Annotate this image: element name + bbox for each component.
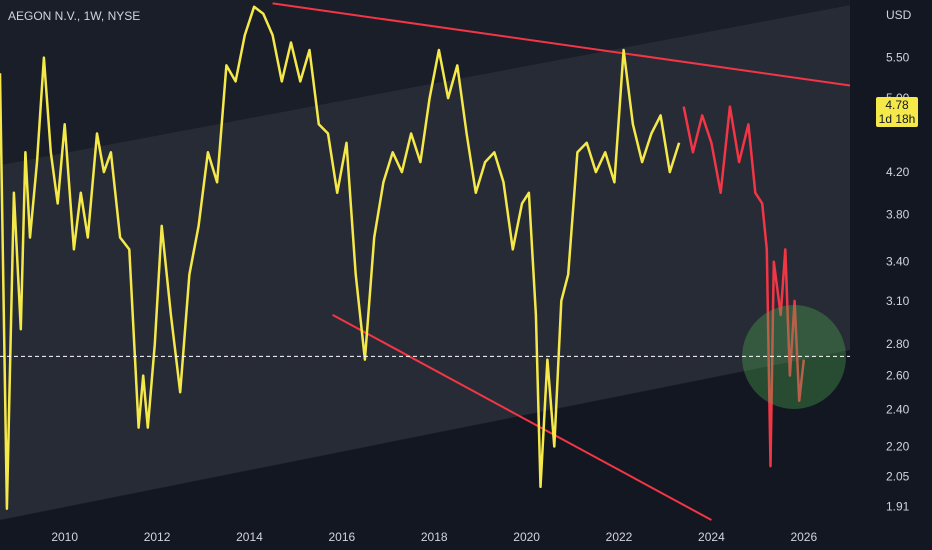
support-trendline[interactable] [332,313,712,521]
y-tick-label: 2.20 [886,439,910,453]
last-price-badge: 4.78 1d 18h [876,97,918,127]
x-tick-label: 2012 [144,530,171,544]
x-tick-label: 2024 [698,530,725,544]
bar-countdown: 1d 18h [878,112,916,126]
y-tick-label: 3.40 [886,255,910,269]
y-tick-label: 2.40 [886,403,910,417]
y-tick-label: 2.80 [886,337,910,351]
price-line-series[interactable] [0,5,681,510]
x-axis: 2010 2012 2014 2016 2018 2020 2022 2024 2026 [51,530,817,544]
x-tick-label: 2014 [236,530,263,544]
trendlines[interactable] [272,2,851,521]
x-tick-label: 2018 [421,530,448,544]
channel-band-fill [0,5,850,520]
x-tick-label: 2022 [606,530,633,544]
y-tick-label: 3.10 [886,294,910,308]
currency-label[interactable]: USD [886,8,912,22]
chart-title: AEGON N.V., 1W, NYSE [8,9,141,23]
projection-line-series[interactable] [682,105,806,468]
y-tick-label: 2.05 [886,469,910,483]
last-price-value: 4.78 [885,98,909,112]
highlight-circle [742,305,846,409]
y-tick-label: 2.60 [886,369,910,383]
x-tick-label: 2026 [790,530,817,544]
price-series[interactable] [0,5,806,510]
highlight-circle-shape [742,305,846,409]
y-tick-label: 1.91 [886,499,910,513]
resistance-trendline[interactable] [272,2,851,87]
y-tick-label: 5.50 [886,51,910,65]
x-tick-label: 2010 [51,530,78,544]
channel-band [0,0,850,520]
upper-shade [0,0,850,165]
y-tick-label: 3.80 [886,208,910,222]
y-tick-label: 4.20 [886,165,910,179]
x-tick-label: 2020 [513,530,540,544]
x-tick-label: 2016 [328,530,355,544]
